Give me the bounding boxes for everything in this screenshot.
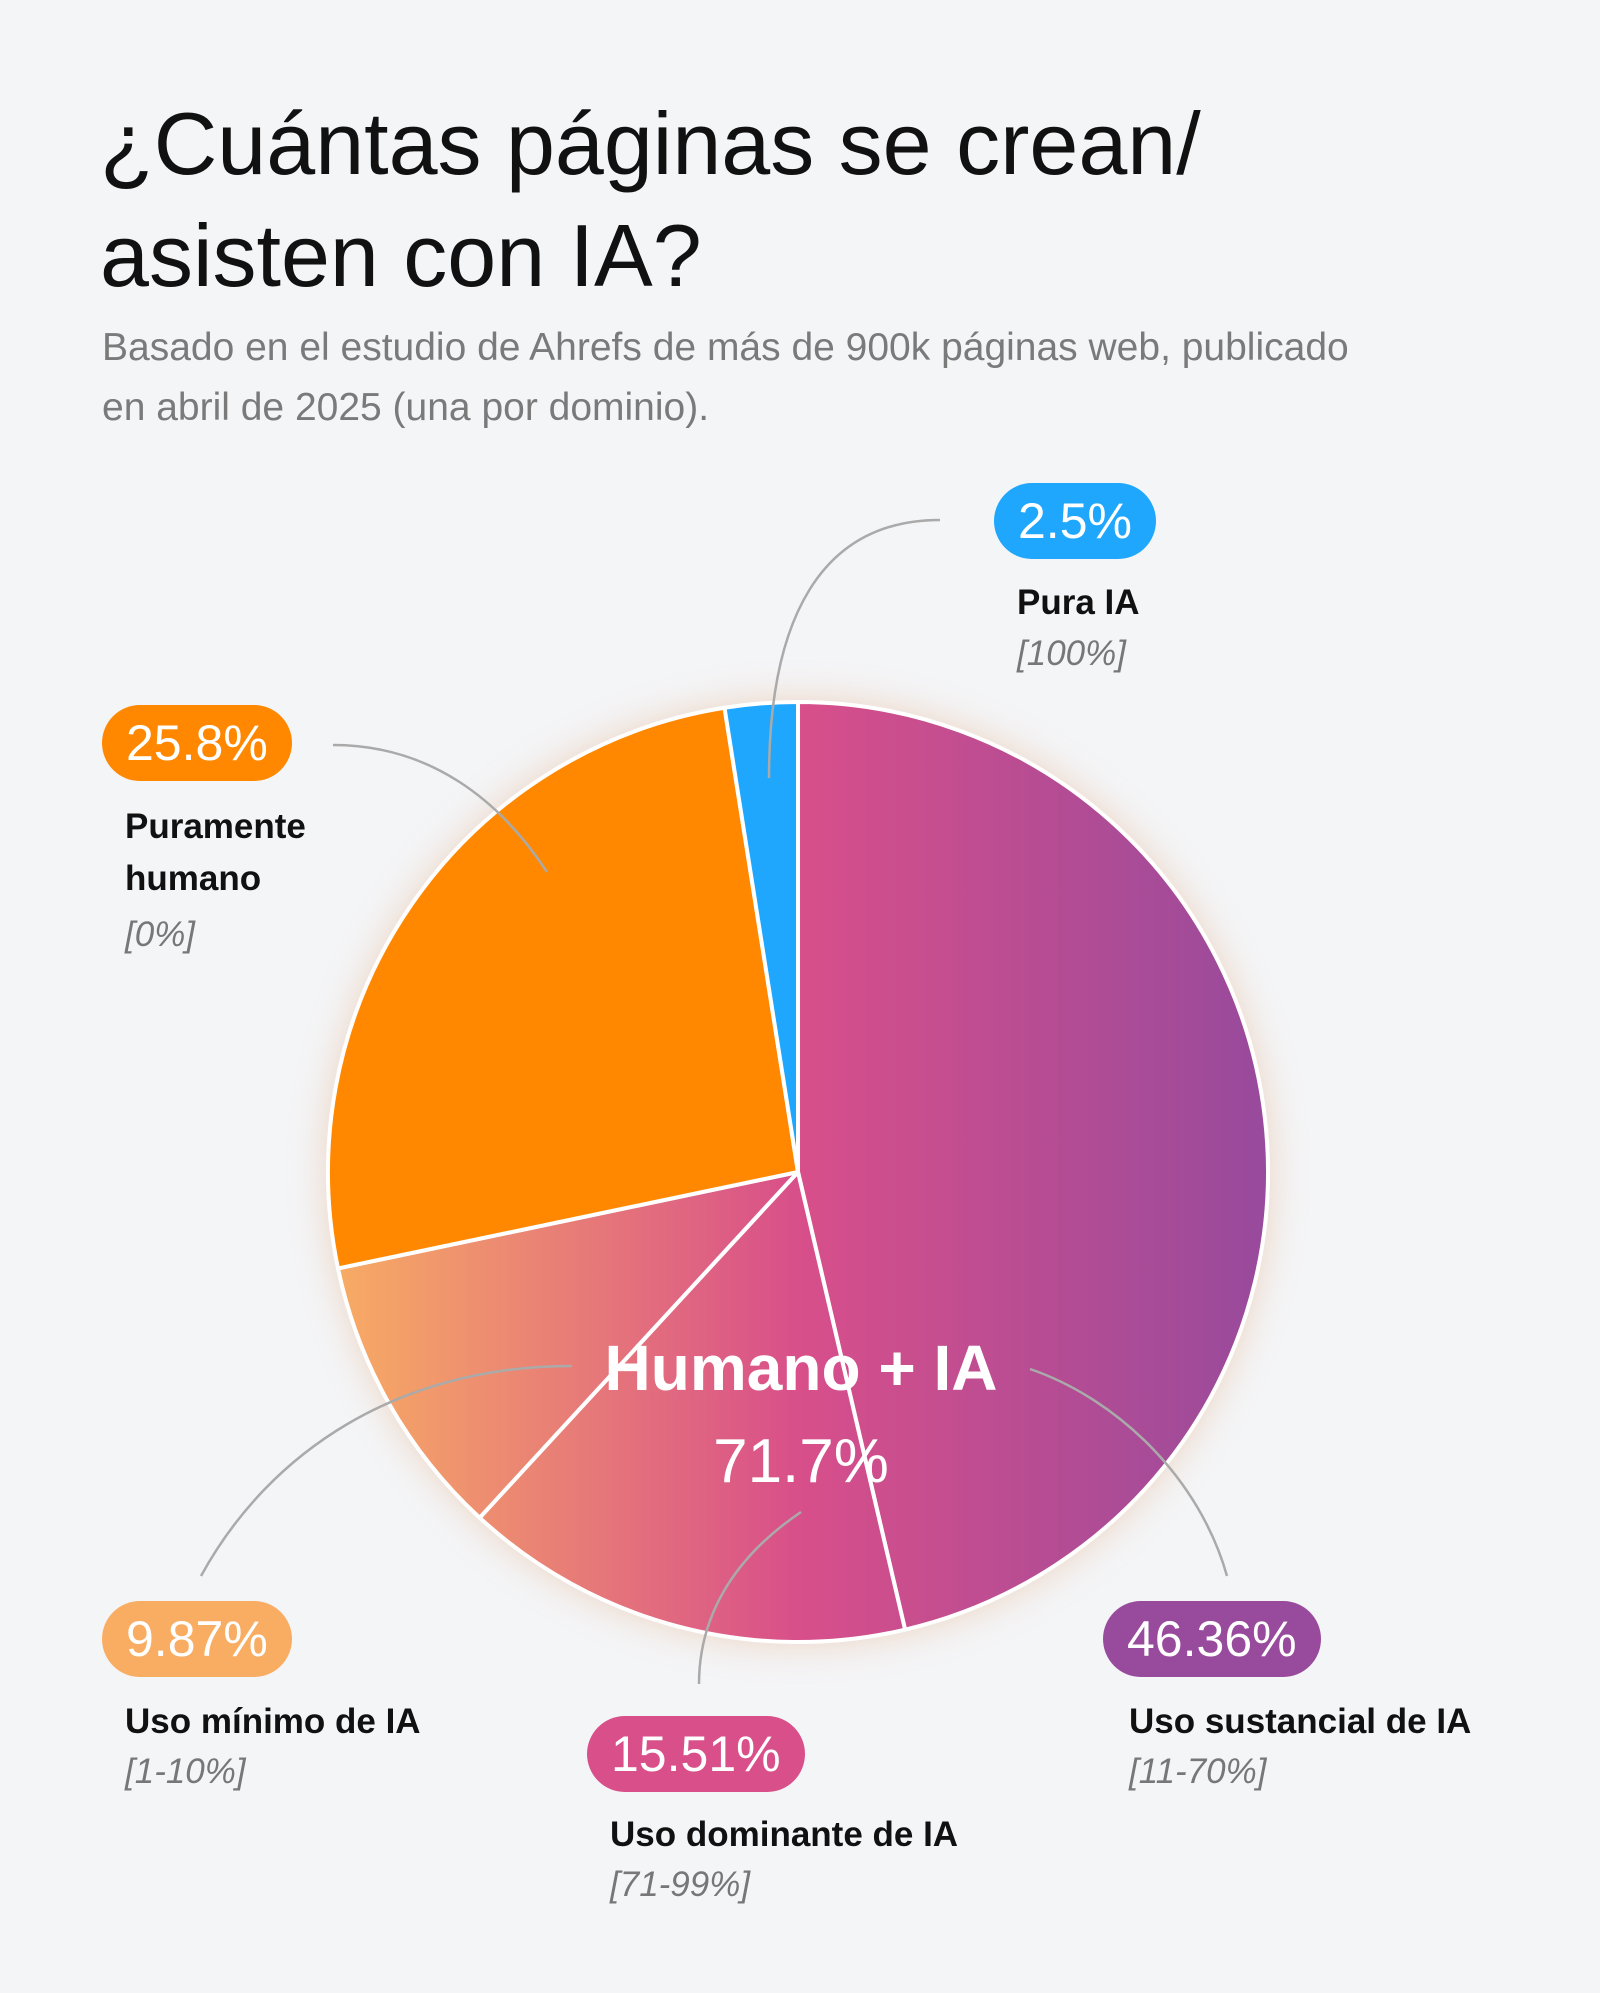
slice-label: Uso dominante de IA [610,1815,959,1854]
center-title: Humano + IA [605,1332,998,1404]
value-label: 2.5% [994,483,1156,559]
slice-range: [100%] [1017,634,1126,673]
value-label: 9.87% [102,1601,292,1677]
slice-label: Pura IA [1017,583,1140,622]
leader-line [1029,1367,1229,1577]
value-label: 25.8% [102,705,292,781]
center-label: 71.7% [713,1427,889,1496]
slice-label: Uso mínimo de IA [125,1702,421,1741]
title: ¿Cuántas páginas se crean/ asisten con I… [100,94,1201,305]
value-label: 46.36% [1103,1601,1321,1677]
pie-slice [722,700,800,1174]
pie [324,698,1272,1646]
slice-range: [1-10%] [125,1752,246,1791]
slice-range: [11-70%] [1129,1752,1267,1791]
leader-line [767,518,941,779]
pie-slice [477,1170,908,1644]
pie-slice [335,1170,800,1520]
pie-slice [326,705,800,1271]
leader-lines [199,518,1229,1685]
leader-line [697,1510,802,1685]
leader-line [332,743,549,873]
pie-slice [796,700,1271,1632]
slice-range: [71-99%] [610,1865,751,1904]
leader-line [199,1364,573,1577]
slice-label: Uso sustancial de IA [1129,1702,1472,1741]
subtitle: Basado en el estudio de Ahrefs de más de… [102,326,1349,429]
slice-label: Puramente humano [125,807,306,898]
slice-range: [0%] [125,915,196,954]
value-label: 15.51% [587,1716,805,1792]
